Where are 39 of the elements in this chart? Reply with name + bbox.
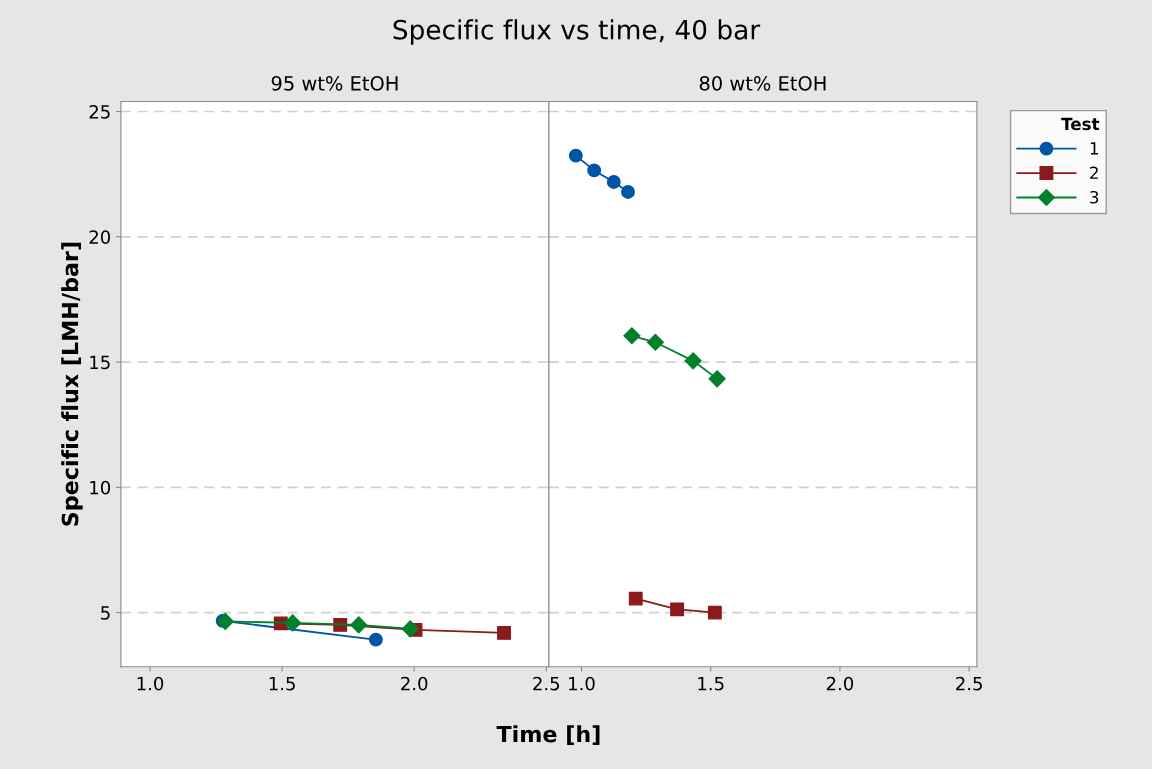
x-tick-label: 1.5 (698, 677, 724, 691)
point (708, 370, 726, 388)
x-tick-label: 2.5 (533, 676, 560, 691)
point (284, 614, 302, 632)
x-tick-label: 1.0 (569, 676, 595, 691)
point (350, 616, 368, 634)
point (707, 605, 722, 620)
y-tick-label: 25 (89, 104, 110, 119)
legend-title: Test (1061, 117, 1100, 131)
x-tick-label: 2.5 (956, 676, 982, 691)
y-tick-label: 10 (90, 480, 111, 495)
point (646, 333, 664, 351)
point (621, 185, 635, 199)
point (670, 602, 685, 617)
legend-label: 2 (1090, 166, 1098, 179)
point (628, 591, 643, 606)
point (497, 625, 511, 640)
point (623, 327, 641, 345)
chart-subtitle: 80 wt% EtOH (699, 75, 826, 91)
legend-label: 3 (1090, 190, 1099, 204)
x-axis-title: Time [h] (496, 725, 600, 746)
point (401, 620, 419, 638)
y-tick-label: 5 (101, 606, 110, 620)
point (606, 174, 621, 189)
x-tick-label: 1.0 (137, 676, 164, 691)
legend-label: 1 (1090, 142, 1098, 155)
y-axis-title: Specific flux [LMH/bar] (61, 242, 83, 526)
point (216, 612, 234, 630)
x-tick-label: 1.5 (269, 677, 295, 691)
y-tick-label: 20 (89, 230, 111, 244)
point (568, 148, 583, 163)
y-tick-label: 15 (90, 355, 110, 370)
chart-title: Specific flux vs time, 40 bar (393, 19, 761, 45)
x-tick-label: 2.0 (401, 676, 428, 691)
point (368, 632, 383, 647)
chart-subtitle: 95 wt% EtOH (271, 75, 398, 91)
point (684, 352, 702, 370)
point (587, 163, 602, 178)
x-tick-label: 2.0 (826, 676, 854, 691)
